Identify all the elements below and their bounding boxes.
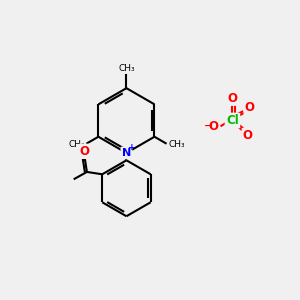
Text: O: O [227,92,237,105]
Text: Cl: Cl [226,114,239,127]
Text: O: O [209,120,219,134]
Text: O: O [80,145,90,158]
Text: +: + [128,143,135,152]
Text: CH₃: CH₃ [68,140,85,149]
Text: N: N [122,148,131,158]
Text: O: O [245,101,255,114]
Text: O: O [243,129,253,142]
Text: −: − [204,121,213,130]
Text: CH₃: CH₃ [168,140,185,149]
Text: CH₃: CH₃ [118,64,135,73]
